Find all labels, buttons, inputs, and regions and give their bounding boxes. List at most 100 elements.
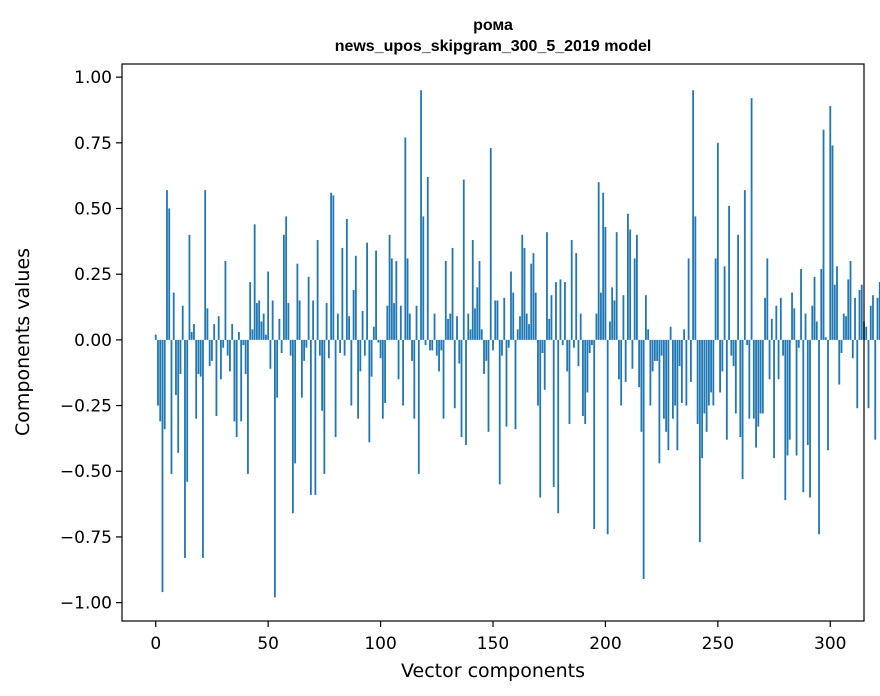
bar-component-259 xyxy=(737,234,739,340)
bar-component-45 xyxy=(256,303,258,340)
bar-component-90 xyxy=(357,339,359,419)
bar-component-267 xyxy=(755,339,757,448)
bar-component-99 xyxy=(377,339,380,343)
x-tick-label: 100 xyxy=(364,634,396,654)
bar-component-79 xyxy=(332,195,335,340)
bar-component-312 xyxy=(856,339,859,409)
bar-component-120 xyxy=(424,339,427,346)
bar-component-95 xyxy=(368,339,371,443)
bar-component-85 xyxy=(345,219,348,340)
bar-component-289 xyxy=(804,313,807,340)
bar-component-183 xyxy=(566,339,569,372)
bar-component-226 xyxy=(662,339,665,419)
bar-component-278 xyxy=(779,297,782,340)
bar-component-228 xyxy=(667,339,670,451)
bar-component-35 xyxy=(233,339,236,422)
x-tick-label: 150 xyxy=(477,634,509,654)
bar-component-290 xyxy=(806,339,809,445)
bar-component-186 xyxy=(573,339,575,348)
bar-component-22 xyxy=(204,190,207,340)
bar-component-10 xyxy=(177,339,180,453)
y-tick-label: 0.25 xyxy=(74,265,112,285)
bar-component-11 xyxy=(179,339,182,375)
bar-component-297 xyxy=(822,129,825,340)
bar-component-253 xyxy=(723,266,726,340)
bar-component-266 xyxy=(752,339,755,419)
bar-component-134 xyxy=(456,316,458,340)
bar-component-166 xyxy=(528,324,530,340)
bar-component-237 xyxy=(687,258,690,340)
bar-component-94 xyxy=(366,242,368,340)
bar-component-302 xyxy=(833,284,836,340)
bar-component-62 xyxy=(294,339,297,464)
bar-component-274 xyxy=(770,318,773,340)
bar-component-68 xyxy=(307,276,310,340)
bar-component-271 xyxy=(764,297,766,340)
bar-component-131 xyxy=(449,313,452,340)
bar-component-318 xyxy=(869,305,872,340)
bar-component-97 xyxy=(372,326,375,340)
bar-component-258 xyxy=(734,339,737,414)
bar-component-308 xyxy=(847,279,850,340)
bar-component-6 xyxy=(168,208,171,340)
bar-component-26 xyxy=(213,324,216,340)
bar-component-210 xyxy=(627,213,629,340)
bar-component-3 xyxy=(161,339,164,593)
bar-component-240 xyxy=(694,216,697,340)
bar-component-106 xyxy=(393,303,395,340)
bar-component-151 xyxy=(494,300,497,340)
bar-component-124 xyxy=(433,313,436,340)
bar-component-172 xyxy=(541,339,544,354)
bar-component-221 xyxy=(651,339,654,372)
bar-component-137 xyxy=(462,179,465,340)
bar-component-280 xyxy=(784,339,787,501)
bar-component-157 xyxy=(507,339,510,348)
bar-component-153 xyxy=(498,339,501,485)
bar-component-27 xyxy=(215,339,218,417)
bar-component-63 xyxy=(296,263,299,340)
bar-component-140 xyxy=(469,329,472,340)
bar-component-281 xyxy=(786,339,789,456)
bar-component-143 xyxy=(476,287,479,340)
bar-component-49 xyxy=(265,334,267,340)
bar-component-250 xyxy=(716,142,719,340)
bar-component-47 xyxy=(260,321,263,340)
bar-component-34 xyxy=(231,324,234,340)
bar-component-192 xyxy=(586,339,589,393)
y-tick-label: −0.25 xyxy=(60,397,112,417)
bar-component-110 xyxy=(402,339,404,406)
bar-component-43 xyxy=(251,329,254,340)
bar-component-252 xyxy=(721,339,724,372)
y-axis-label: Components values xyxy=(12,248,34,436)
bar-component-176 xyxy=(550,295,553,340)
bar-component-78 xyxy=(330,192,333,340)
bar-component-223 xyxy=(656,339,659,361)
bar-component-178 xyxy=(555,282,557,340)
bar-component-29 xyxy=(220,339,222,380)
bar-component-57 xyxy=(282,234,285,340)
bar-component-21 xyxy=(202,339,204,558)
bar-component-128 xyxy=(442,339,445,419)
bar-component-98 xyxy=(375,250,377,340)
bar-component-69 xyxy=(309,339,312,495)
bar-component-276 xyxy=(775,305,778,340)
bar-component-61 xyxy=(291,339,294,514)
bar-component-138 xyxy=(465,339,467,445)
bar-component-191 xyxy=(584,339,587,424)
bar-component-103 xyxy=(386,305,389,340)
bar-component-40 xyxy=(244,339,247,375)
bar-component-284 xyxy=(793,308,796,340)
bar-component-80 xyxy=(334,339,337,438)
bar-component-14 xyxy=(186,339,189,482)
bar-component-304 xyxy=(838,339,841,385)
bar-component-36 xyxy=(235,339,238,438)
bar-component-314 xyxy=(860,284,863,340)
x-tick-label: 300 xyxy=(814,634,846,654)
bar-component-177 xyxy=(552,339,555,487)
bar-component-65 xyxy=(300,339,303,398)
x-axis-ticks: 0 50 100 150 200 250 300 xyxy=(150,621,846,654)
bar-component-113 xyxy=(408,313,411,340)
bar-component-296 xyxy=(820,268,823,340)
bar-component-190 xyxy=(582,339,584,417)
bar-component-12 xyxy=(181,305,184,340)
